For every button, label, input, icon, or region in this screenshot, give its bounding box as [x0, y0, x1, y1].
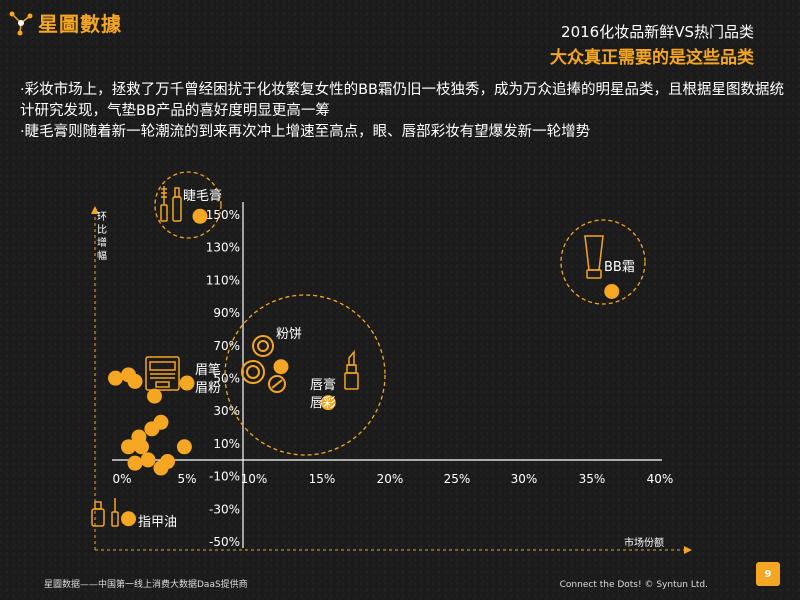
data-point [134, 439, 149, 455]
data-point-labeled [121, 511, 136, 527]
data-point [140, 452, 156, 468]
y-axis-title-char-4: 幅 [97, 249, 107, 262]
x-tick-label: 30% [511, 472, 538, 486]
x-tick-label: 40% [647, 472, 674, 486]
y-tick-label: -10% [209, 470, 240, 484]
y-tick-label: 10% [213, 437, 240, 451]
mascara-icon [160, 186, 182, 222]
label-brow-1: 眉笔 [195, 362, 221, 378]
data-point [153, 414, 169, 430]
y-tick-label: 50% [213, 372, 240, 386]
y-axis-title-char-3: 增 [97, 236, 107, 249]
y-tick-label: 30% [213, 404, 240, 418]
title-line-1: 2016化妆品新鲜VS热门品类 [561, 23, 754, 41]
data-point [108, 370, 123, 386]
y-tick-label: 150% [206, 208, 240, 222]
footer-right: Connect the Dots! © Syntun Ltd. [559, 580, 708, 590]
bb-cream-icon [584, 235, 604, 279]
powder-compact-icon [241, 335, 286, 393]
data-point-labeled [192, 208, 208, 224]
data-point [147, 388, 162, 404]
paragraph-2: ·睫毛膏则随着新一轮潮流的到来再次冲上增速至高点，眼、唇部彩妆有望爆发新一轮增势 [20, 124, 591, 140]
y-tick-label: -50% [209, 535, 240, 549]
y-axis-title-char-1: 环 [97, 212, 107, 223]
footer-left: 星圖数据——中国第一线上消费大数据DaaS提供商 [44, 580, 248, 590]
x-tick-label: 35% [579, 472, 606, 486]
x-tick-label: 5% [177, 472, 196, 486]
x-axis-title: 市场份额 [624, 536, 664, 549]
x-tick-label: 15% [309, 472, 336, 486]
data-point-labeled [179, 375, 195, 391]
highlight-circle-mascara [154, 171, 222, 239]
page-number: 9 [756, 562, 780, 586]
label-mascara: 睫毛膏 [183, 188, 222, 204]
logo: 星圖數據 [8, 8, 122, 37]
x-tick-label: 0% [112, 472, 131, 486]
y-tick-label: 70% [213, 339, 240, 353]
data-point-labeled [273, 359, 289, 375]
highlight-circle-bb [560, 219, 646, 305]
data-point [121, 439, 136, 455]
data-point [127, 455, 143, 471]
lipstick-icon [344, 349, 359, 390]
y-tick-label: 130% [206, 241, 240, 255]
y-tick-label: 90% [213, 306, 240, 320]
data-point [176, 439, 192, 455]
label-lip-1: 唇膏 [310, 377, 336, 393]
y-axis-title-char-2: 比 [97, 224, 107, 236]
highlight-circle-powder-lip [224, 294, 386, 456]
label-lip-2: 唇彩 [310, 396, 336, 411]
label-bb: BB霜 [604, 260, 635, 275]
x-tick-label: 25% [444, 472, 471, 486]
body-text: ·彩妆市场上，拯救了万千曾经困扰于化妆繁复女性的BB霜仍旧一枝独秀，成为万众追捧… [20, 80, 790, 143]
label-brow-2: 眉粉 [195, 381, 221, 396]
title-line-2: 大众真正需要的是这些品类 [550, 48, 754, 68]
logo-text: 星圖數據 [38, 12, 122, 36]
data-point [153, 460, 169, 476]
nail-polish-icon [91, 498, 119, 527]
label-nail: 指甲油 [138, 515, 177, 530]
x-tick-label: 10% [241, 472, 268, 486]
y-tick-label: 110% [206, 273, 240, 287]
x-tick-label: 20% [377, 472, 404, 486]
data-point [127, 373, 143, 389]
y-tick-label: -30% [209, 502, 240, 516]
paragraph-1: ·彩妆市场上，拯救了万千曾经困扰于化妆繁复女性的BB霜仍旧一枝独秀，成为万众追捧… [20, 82, 784, 119]
label-powder: 粉饼 [276, 327, 302, 342]
eyeshadow-palette-icon [145, 356, 180, 391]
star-dots-logo-icon [9, 11, 33, 35]
data-point-labeled [320, 395, 336, 411]
data-point-labeled [604, 283, 620, 299]
